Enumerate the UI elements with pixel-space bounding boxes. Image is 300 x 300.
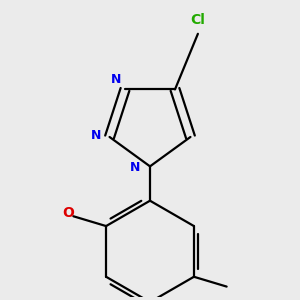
Text: N: N — [111, 73, 122, 86]
Text: N: N — [91, 129, 101, 142]
Text: Cl: Cl — [190, 13, 205, 27]
Text: N: N — [130, 161, 140, 175]
Text: O: O — [62, 206, 74, 220]
